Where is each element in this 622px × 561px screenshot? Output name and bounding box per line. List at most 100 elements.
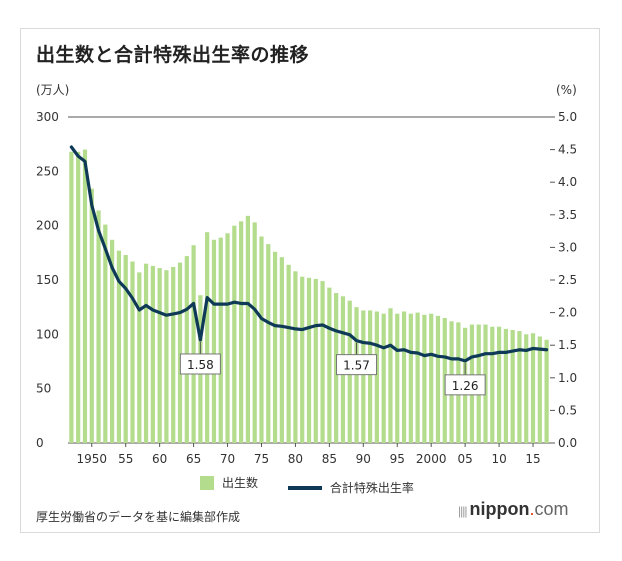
annotation-box	[444, 374, 486, 396]
legend-swatch-bar	[200, 475, 214, 490]
right-tick-label: 4.0	[558, 175, 577, 189]
birth-bar	[395, 313, 400, 443]
birth-bar	[82, 149, 88, 443]
brand-dot: .	[529, 499, 535, 519]
x-tick-label: 2000	[416, 452, 447, 466]
right-tick-label: 3.0	[558, 240, 577, 254]
annotation-label: 1.57	[343, 359, 370, 373]
birth-bar	[422, 314, 427, 443]
birth-bar	[503, 328, 508, 443]
birth-bar	[143, 263, 149, 443]
birth-bar	[191, 245, 196, 443]
left-tick-label: 0	[36, 436, 44, 450]
chart-legend: 出生数 合計特殊出生率	[200, 474, 440, 496]
birth-bar	[401, 311, 407, 443]
birth-bar	[177, 262, 183, 443]
birth-bar	[171, 266, 176, 443]
birth-bar	[130, 261, 135, 443]
birth-bar	[367, 310, 373, 443]
birth-bar	[300, 276, 305, 443]
annotation-box	[179, 353, 221, 375]
x-tick-label: 55	[118, 452, 133, 466]
birth-bar	[252, 222, 257, 443]
left-tick-label: 250	[36, 164, 59, 178]
birth-bar	[232, 225, 237, 443]
x-tick-label: 05	[458, 452, 473, 466]
birth-bar	[205, 232, 210, 443]
birth-bar	[524, 334, 529, 443]
birth-bar	[218, 237, 223, 443]
birth-bar	[103, 224, 108, 443]
right-axis-unit: (%)	[556, 83, 577, 97]
birth-bar	[225, 233, 230, 443]
birth-bar	[537, 336, 542, 443]
x-tick-label: 85	[322, 452, 337, 466]
birth-bar	[110, 239, 115, 443]
right-tick-label: 0.0	[558, 436, 577, 450]
right-tick-label: 3.5	[558, 208, 577, 222]
brand-logo: |||| nippon.com	[458, 499, 568, 520]
birth-bar	[89, 188, 94, 443]
birth-bar	[150, 265, 155, 443]
birth-bar	[293, 271, 298, 443]
brand-name: nippon	[469, 499, 530, 519]
birth-bar	[69, 151, 74, 443]
left-tick-label: 50	[36, 382, 51, 396]
x-tick-label: 70	[220, 452, 235, 466]
birth-bar	[381, 313, 386, 443]
birth-bar	[408, 313, 413, 443]
right-tick-label: 4.5	[558, 143, 577, 157]
birth-bar	[123, 255, 128, 443]
x-tick-label: 80	[288, 452, 303, 466]
legend-label-tfr: 合計特殊出生率	[329, 481, 414, 495]
birth-bar	[374, 311, 379, 443]
birth-bar	[429, 313, 434, 443]
x-tick-label: 90	[356, 452, 371, 466]
birth-bar	[76, 151, 81, 443]
birth-bar	[306, 277, 312, 443]
birth-bar	[137, 272, 142, 443]
birth-bar	[530, 333, 536, 443]
birth-bar	[313, 278, 318, 443]
birth-bar	[510, 329, 515, 443]
birth-bar	[157, 268, 162, 443]
birth-bar	[259, 236, 264, 443]
brand-suffix: com	[534, 499, 569, 519]
left-tick-label: 200	[36, 219, 59, 233]
birth-bar	[272, 251, 278, 443]
annotation-label: 1.26	[452, 379, 479, 393]
annotation-label: 1.58	[187, 358, 214, 372]
birth-bar	[266, 244, 271, 443]
birth-bar	[544, 339, 549, 443]
birth-bar	[490, 326, 495, 443]
x-tick-label: 10	[491, 452, 506, 466]
birth-bar	[415, 312, 420, 443]
left-tick-label: 100	[36, 327, 59, 341]
x-tick-label: 60	[152, 452, 167, 466]
source-note: 厚生労働省のデータを基に編集部作成	[36, 510, 241, 524]
tfr-line	[69, 145, 549, 363]
right-tick-label: 1.0	[558, 371, 577, 385]
birth-bar	[245, 215, 251, 443]
left-tick-label: 150	[36, 273, 59, 287]
birth-bar	[517, 331, 522, 443]
x-tick-label: 15	[525, 452, 540, 466]
right-tick-label: 2.5	[558, 273, 577, 287]
birth-bar	[211, 239, 217, 443]
right-tick-label: 5.0	[558, 110, 577, 124]
birth-bar	[435, 315, 441, 443]
birth-bar	[361, 310, 366, 443]
birth-bar	[184, 256, 189, 443]
birth-bar	[164, 270, 169, 443]
chart-title: 出生数と合計特殊出生率の推移	[36, 44, 310, 66]
legend-item-tfr: 合計特殊出生率	[287, 479, 414, 496]
birth-bar	[96, 210, 101, 443]
x-tick-label: 95	[390, 452, 405, 466]
birth-bar	[279, 257, 284, 443]
annotation-box	[336, 354, 378, 376]
right-tick-label: 2.0	[558, 306, 577, 320]
legend-swatch-line	[287, 485, 322, 490]
birth-bar	[239, 221, 244, 443]
legend-label-births: 出生数	[222, 476, 259, 490]
brand-prefix: ||||	[458, 504, 468, 518]
